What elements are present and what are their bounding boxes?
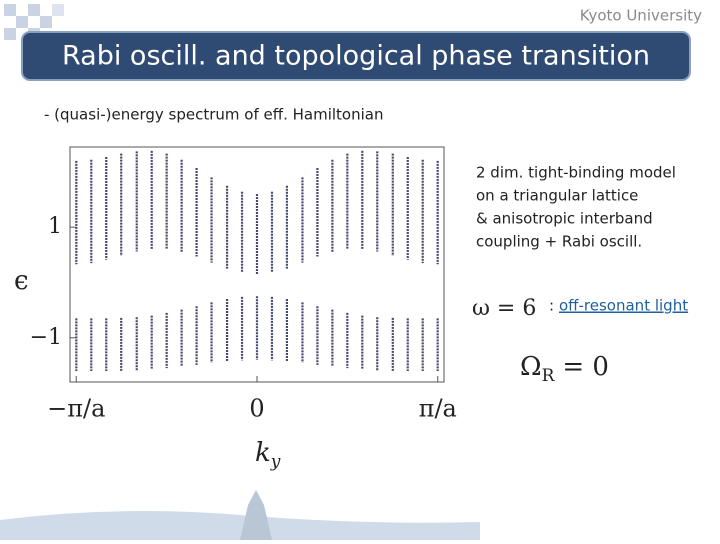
plot: −π/a 0 π/a −1 1 [30,146,457,423]
frequency-formula: ω = 6 [472,296,536,321]
bottom-decoration [0,490,480,540]
description-line: 2 dim. tight-binding model [476,164,676,182]
separator: : [549,297,554,315]
rabi-formula: ΩR = 0 [520,352,609,386]
description-line: coupling + Rabi oscill. [476,233,642,251]
y-axis-label: ϵ [14,266,29,296]
x-label-subscript: y [270,452,281,472]
bullet: - (quasi-)energy spectrum of eff. Hamilt… [44,106,383,124]
title: Rabi oscill. and topological phase trans… [62,41,650,72]
title-box [21,31,691,81]
link[interactable]: off-resonant light [559,297,688,315]
rabi-symbol: Ω [520,352,542,382]
x-label: k [255,438,271,468]
x-tick-label: 0 [249,395,264,423]
rabi-subscript: R [542,366,556,386]
x-tick-label: π/a [419,395,457,423]
x-axis-label: ky [255,438,281,472]
header: Kyoto University [580,7,702,25]
rabi-rest: = 0 [562,352,609,382]
y-tick-label: 1 [48,214,62,239]
y-tick-label: −1 [30,325,62,350]
description-line: & anisotropic interband [476,210,653,228]
x-tick-label: −π/a [47,395,105,423]
description: 2 dim. tight-binding model on a triangul… [476,164,676,251]
description-line: on a triangular lattice [476,187,638,205]
